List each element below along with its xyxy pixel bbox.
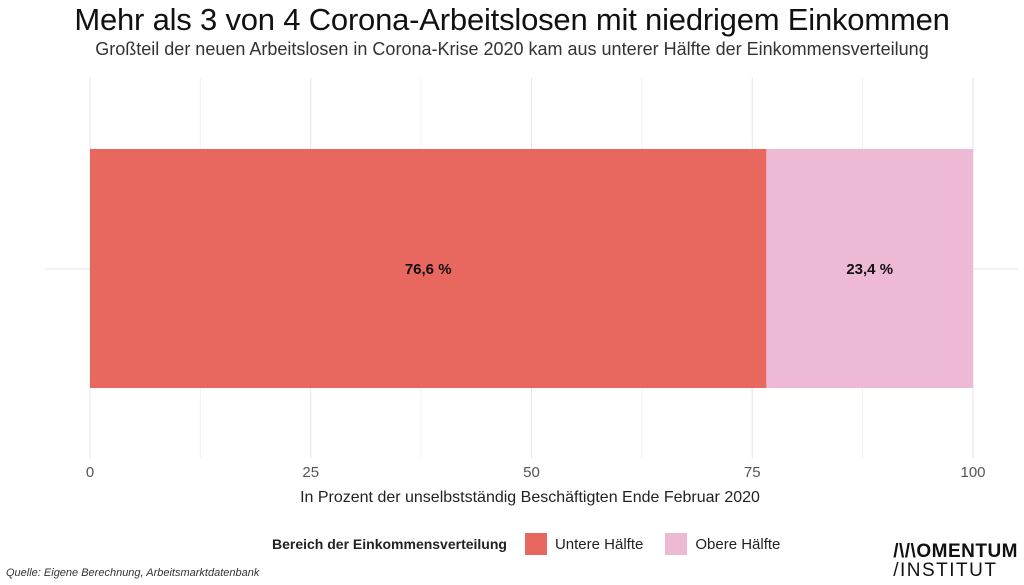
x-tick-label: 0 (86, 464, 94, 481)
logo-line-2: /INSTITUT (893, 560, 998, 581)
x-tick-label: 25 (302, 464, 319, 481)
legend-label-untere: Untere Hälfte (554, 535, 644, 553)
x-axis-label: In Prozent der unselbstständig Beschäfti… (300, 489, 760, 506)
bar-segment-untere (90, 149, 767, 388)
legend-swatch-obere (665, 533, 688, 555)
legend-item-untere: Untere Hälfte (524, 533, 644, 555)
bars (90, 149, 973, 388)
x-axis-ticks: 0 25 50 75 100 (86, 464, 986, 481)
logo-line-1: /\/\OMENTUM (893, 541, 1018, 562)
bar-label-untere: 76,6 % (405, 261, 452, 278)
x-tick-label: 100 (960, 464, 985, 481)
legend-swatch-untere (524, 533, 547, 555)
momentum-logo: /\/\OMENTUM /INSTITUT (893, 542, 1018, 580)
bar-label-obere: 23,4 % (846, 261, 893, 278)
legend: Bereich der Einkommensverteilung Untere … (272, 533, 802, 555)
bar-labels: 76,6 % 23,4 % (405, 261, 893, 278)
chart-subtitle: Großteil der neuen Arbeitslosen in Coron… (95, 39, 929, 59)
x-tick-label: 75 (744, 464, 761, 481)
legend-label-obere: Obere Hälfte (695, 535, 781, 553)
chart-title: Mehr als 3 von 4 Corona-Arbeitslosen mit… (74, 2, 950, 37)
bar-segment-obere (766, 149, 973, 388)
x-tick-label: 50 (523, 464, 540, 481)
source-note: Quelle: Eigene Berechnung, Arbeitsmarktd… (6, 567, 260, 579)
legend-item-obere: Obere Hälfte (665, 533, 780, 555)
legend-title: Bereich der Einkommensverteilung (272, 536, 507, 552)
